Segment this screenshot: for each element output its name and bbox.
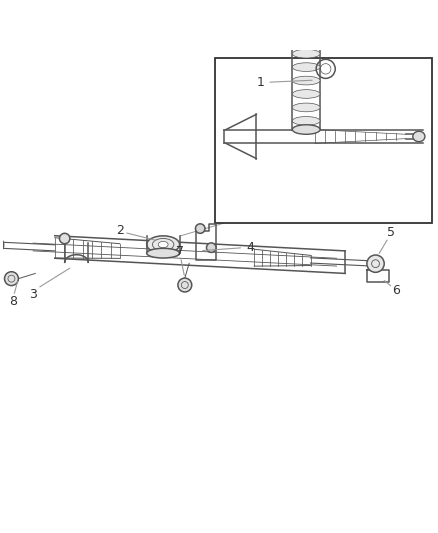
Text: 6: 6 bbox=[391, 285, 399, 297]
Ellipse shape bbox=[292, 125, 319, 134]
Ellipse shape bbox=[292, 117, 319, 125]
Circle shape bbox=[0, 236, 4, 254]
Ellipse shape bbox=[292, 90, 319, 98]
Circle shape bbox=[366, 255, 383, 272]
Bar bbox=[215, 59, 431, 223]
Circle shape bbox=[206, 243, 215, 253]
Circle shape bbox=[195, 224, 205, 233]
Text: 1: 1 bbox=[256, 76, 264, 89]
Text: 4: 4 bbox=[245, 241, 253, 254]
Ellipse shape bbox=[146, 248, 179, 258]
Text: 5: 5 bbox=[386, 226, 394, 239]
Ellipse shape bbox=[412, 131, 424, 142]
Circle shape bbox=[177, 278, 191, 292]
Text: 3: 3 bbox=[29, 288, 37, 301]
Text: 2: 2 bbox=[116, 224, 124, 237]
Ellipse shape bbox=[158, 241, 168, 248]
Ellipse shape bbox=[146, 236, 179, 253]
Ellipse shape bbox=[292, 63, 319, 71]
Circle shape bbox=[4, 272, 18, 286]
Ellipse shape bbox=[292, 76, 319, 85]
Circle shape bbox=[59, 233, 70, 244]
Ellipse shape bbox=[292, 50, 319, 58]
Text: 7: 7 bbox=[176, 245, 184, 258]
Ellipse shape bbox=[292, 103, 319, 112]
Text: 8: 8 bbox=[10, 295, 18, 308]
Ellipse shape bbox=[292, 34, 319, 43]
